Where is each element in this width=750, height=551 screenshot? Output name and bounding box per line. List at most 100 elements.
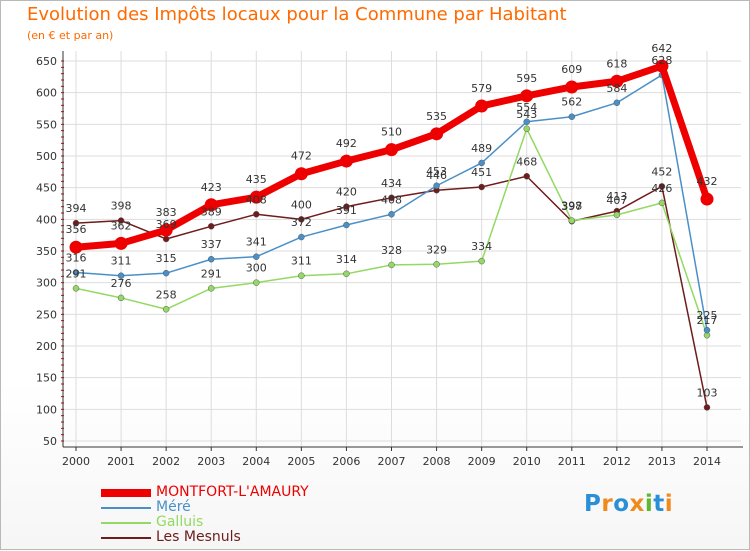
data-label-s2-2006: 314 [336,253,357,266]
data-label-s1-2011: 562 [561,96,582,109]
data-label-s3-2014: 103 [697,386,718,399]
legend-swatch-mere [101,507,151,509]
y-tick-label-400: 400 [36,213,57,226]
x-tick-label-2000: 2000 [62,455,90,468]
data-label-s2-2012: 407 [606,194,627,207]
data-point-s0-2005 [294,167,308,181]
y-tick-label-300: 300 [36,277,57,290]
data-label-s0-2005: 472 [291,150,312,163]
data-label-s2-2004: 300 [246,262,267,275]
y-tick-label-550: 550 [36,118,57,131]
legend-swatch-montfort [101,489,151,497]
data-label-s2-2005: 311 [291,255,312,268]
data-label-s1-2013: 628 [651,54,672,67]
data-point-s3-2013 [658,183,666,190]
data-point-s3-2009 [478,183,485,191]
data-label-s0-2010: 595 [516,72,537,85]
data-point-s3-2002 [162,235,170,243]
x-tick-label-2002: 2002 [152,455,180,468]
logo-letter-i: i [644,491,654,517]
data-point-s2-2010 [523,125,530,133]
legend-swatch-mesnuls [101,537,151,539]
data-point-s2-2003 [207,285,215,292]
data-label-s1-2004: 341 [246,236,267,249]
chart-title: Evolution des Impôts locaux pour la Comm… [27,4,567,25]
data-point-s3-2007 [388,194,395,202]
y-tick-label-500: 500 [36,150,57,163]
data-point-s0-2010 [520,89,534,103]
data-point-s0-2006 [339,154,353,168]
x-tick-label-2010: 2010 [513,455,541,468]
data-point-s2-2000 [72,285,80,292]
y-tick-label-50: 50 [43,435,57,448]
legend-item-montfort: MONTFORT-L'AMAURY [101,484,401,500]
legend-swatch-galluis [101,522,151,524]
data-point-s2-2009 [478,257,485,265]
data-point-s0-2004 [249,190,263,204]
data-point-s2-2001 [117,294,125,302]
data-point-s3-2014 [703,404,711,411]
data-label-s3-2012: 413 [606,190,627,203]
data-point-s3-2001 [117,217,125,224]
data-point-s0-2001 [114,236,128,250]
data-label-s0-2006: 492 [336,137,357,150]
data-label-s0-2000: 356 [66,223,87,236]
data-point-s1-2002 [162,269,170,277]
x-tick-label-2014: 2014 [693,455,721,468]
data-point-s1-2003 [207,255,215,263]
data-label-s1-2014: 225 [697,309,718,322]
data-point-s3-2010 [523,173,530,180]
data-point-s3-2000 [72,219,80,227]
legend-label-mesnuls: Les Mesnuls [156,529,241,545]
x-tick-label-2004: 2004 [242,455,270,468]
data-point-s0-2002 [159,223,173,237]
proxiti-logo: Proxiti [584,491,673,517]
data-point-s2-2012 [613,211,621,219]
y-tick-label-200: 200 [36,340,57,353]
x-tick-label-2006: 2006 [332,455,360,468]
data-label-s2-2011: 398 [561,200,582,213]
data-point-s3-2003 [207,223,215,230]
data-label-s1-2012: 584 [606,82,627,95]
data-point-s3-2005 [298,216,305,223]
data-label-s0-2001: 362 [111,219,132,232]
data-point-s1-2001 [117,272,125,279]
data-point-s1-2010 [523,118,530,126]
x-tick-label-2009: 2009 [468,455,496,468]
data-point-s2-2002 [162,306,170,313]
data-point-s3-2006 [343,203,350,210]
y-tick-label-600: 600 [36,87,57,100]
data-label-s1-2006: 391 [336,204,357,217]
x-tick-label-2012: 2012 [603,455,631,468]
y-tick-label-650: 650 [36,55,57,68]
y-tick-label-450: 450 [36,182,57,195]
data-point-s1-2014 [703,326,711,334]
data-label-s0-2009: 579 [471,82,492,95]
data-point-s1-2004 [253,253,260,260]
data-label-s1-2000: 316 [66,252,87,265]
data-point-s1-2011 [568,113,576,120]
y-tick-label-150: 150 [36,372,57,385]
data-label-s1-2003: 337 [201,238,222,251]
data-point-s0-2000 [69,240,83,254]
data-label-s3-2008: 446 [426,169,447,182]
data-point-s0-2009 [475,99,489,113]
logo-letter-p: P [584,491,602,517]
data-point-s1-2007 [388,211,395,218]
data-label-s2-2009: 334 [471,240,492,253]
data-label-s3-2001: 398 [111,200,132,213]
data-point-s0-2012 [610,74,624,88]
x-tick-label-2003: 2003 [197,455,225,468]
data-point-s0-2011 [565,80,579,94]
data-label-s3-2011: 397 [561,200,582,213]
x-tick-label-2011: 2011 [558,455,586,468]
data-label-s2-2000: 291 [66,267,87,280]
legend-item-mere: Méré [101,499,401,515]
data-point-s0-2003 [204,198,218,212]
data-point-s2-2013 [658,199,666,207]
data-point-s1-2008 [433,182,440,190]
data-label-s1-2002: 315 [156,252,177,265]
chart-subtitle: (en € et par an) [27,29,114,42]
data-label-s3-2000: 394 [66,202,87,215]
